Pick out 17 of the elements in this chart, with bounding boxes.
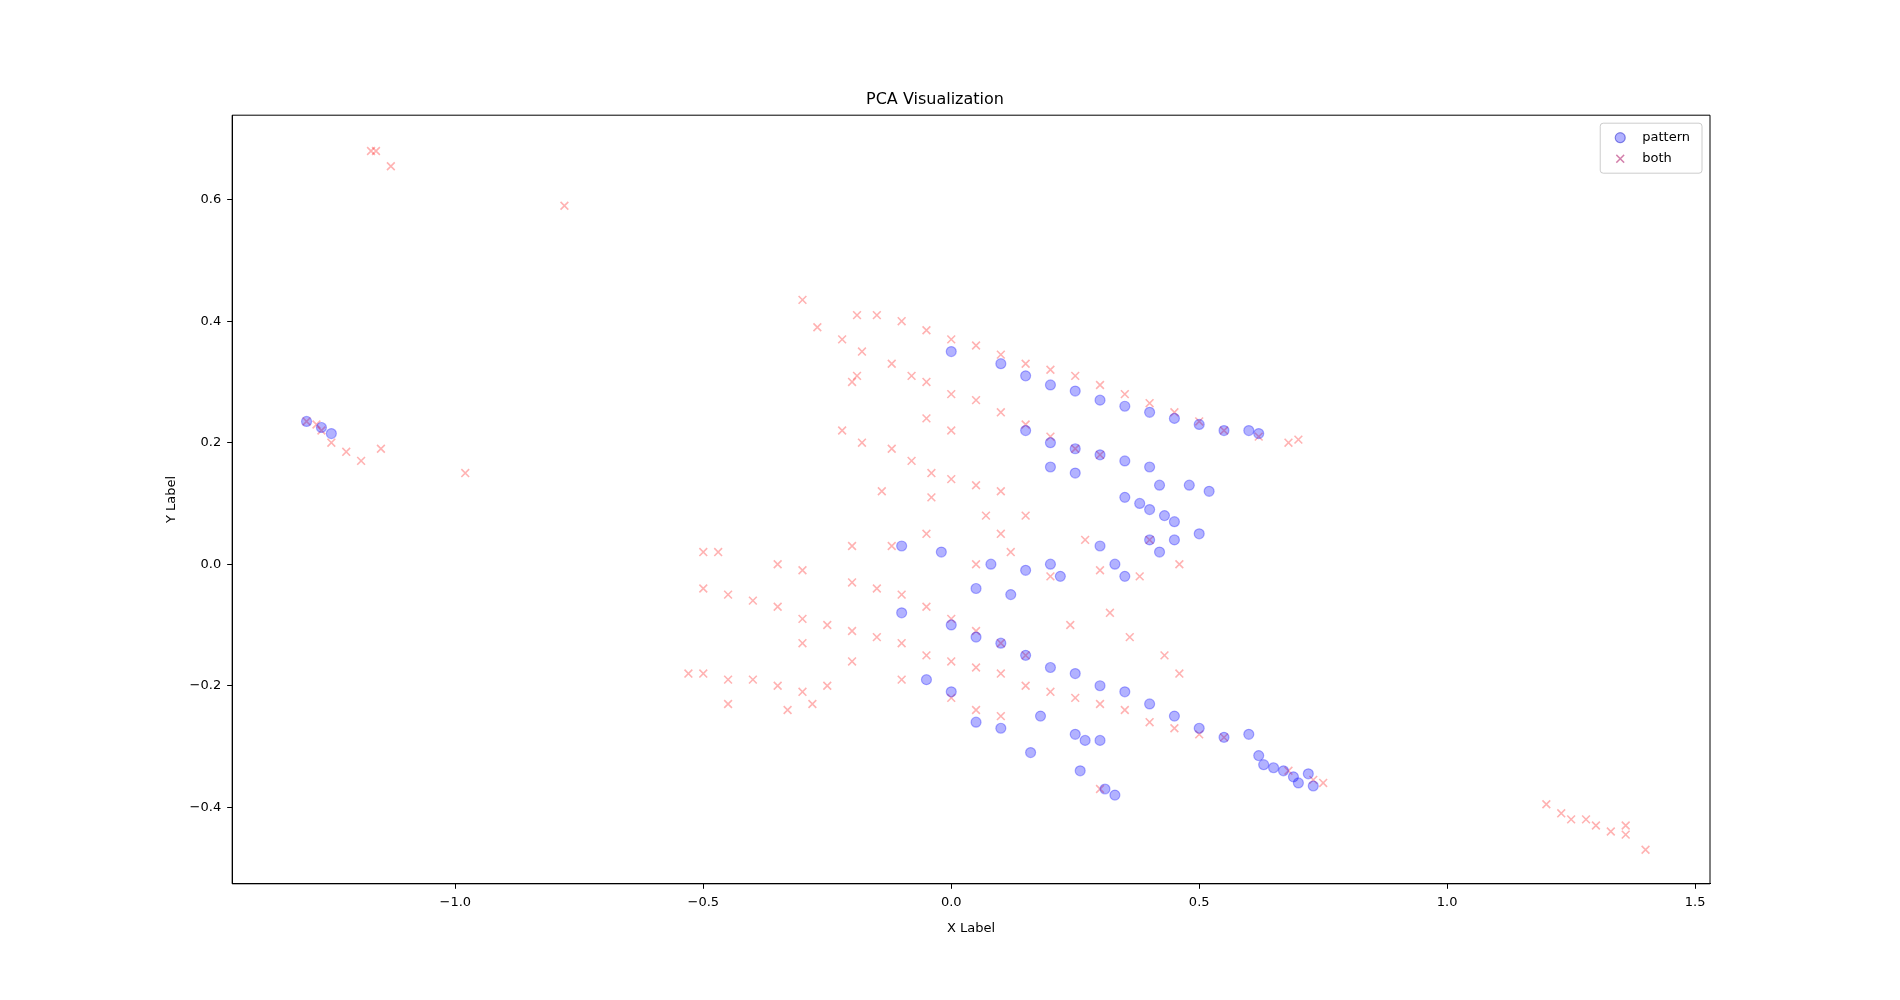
legend-label: both	[1642, 150, 1672, 166]
y-tick-label: 0.6	[200, 191, 222, 207]
y-tick-label: −0.2	[189, 677, 222, 693]
y-tick-label: 0.2	[200, 434, 222, 450]
x-tick-label: 0.0	[940, 893, 962, 909]
chart-title: PCA Visualization	[866, 88, 1004, 108]
y-tick-label: 0.0	[200, 555, 222, 571]
x-axis-title: X Label	[947, 919, 996, 935]
x-tick-label: 0.5	[1188, 893, 1210, 909]
x-tick-label: 1.0	[1436, 893, 1458, 909]
y-tick-label: 0.4	[200, 312, 222, 328]
y-tick-label: −0.4	[189, 798, 222, 814]
x-tick-label: −0.5	[687, 893, 720, 909]
x-tick-label: −1.0	[439, 893, 472, 909]
x-tick-label: 1.5	[1684, 893, 1706, 909]
y-axis-title: Y Label	[163, 475, 179, 525]
legend-label: pattern	[1642, 129, 1691, 145]
